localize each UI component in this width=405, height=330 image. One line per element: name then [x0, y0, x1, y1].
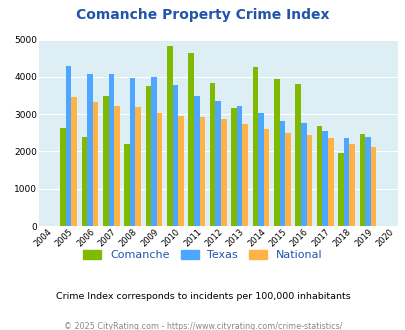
Bar [258, 113, 263, 226]
Bar [252, 67, 258, 226]
Bar [348, 144, 354, 226]
Bar [284, 133, 290, 226]
Bar [359, 134, 364, 226]
Bar [215, 101, 220, 226]
Text: Crime Index corresponds to incidents per 100,000 inhabitants: Crime Index corresponds to incidents per… [55, 292, 350, 301]
Bar [273, 79, 279, 226]
Text: Comanche Property Crime Index: Comanche Property Crime Index [76, 8, 329, 22]
Bar [60, 128, 66, 226]
Bar [199, 117, 205, 226]
Bar [87, 74, 92, 226]
Bar [66, 66, 71, 226]
Bar [231, 108, 236, 226]
Bar [167, 46, 172, 226]
Bar [178, 116, 183, 226]
Bar [322, 131, 327, 226]
Bar [156, 113, 162, 226]
Text: © 2025 CityRating.com - https://www.cityrating.com/crime-statistics/: © 2025 CityRating.com - https://www.city… [64, 322, 341, 330]
Bar [124, 145, 130, 226]
Bar [337, 153, 343, 226]
Bar [130, 78, 135, 226]
Bar [209, 83, 215, 226]
Bar [103, 96, 108, 226]
Bar [279, 121, 284, 226]
Bar [295, 83, 300, 226]
Bar [172, 85, 178, 226]
Bar [306, 135, 311, 226]
Bar [220, 119, 226, 226]
Bar [263, 129, 269, 226]
Bar [300, 123, 306, 226]
Bar [188, 53, 194, 226]
Bar [236, 106, 242, 226]
Bar [71, 97, 77, 226]
Bar [135, 107, 141, 226]
Bar [364, 137, 370, 226]
Bar [108, 74, 114, 226]
Bar [242, 124, 247, 226]
Bar [343, 138, 348, 226]
Bar [316, 126, 322, 226]
Bar [145, 86, 151, 226]
Bar [114, 106, 119, 226]
Bar [194, 96, 199, 226]
Bar [327, 138, 333, 226]
Bar [92, 102, 98, 226]
Bar [151, 77, 156, 226]
Legend: Comanche, Texas, National: Comanche, Texas, National [80, 246, 325, 263]
Bar [370, 147, 375, 226]
Bar [81, 137, 87, 226]
